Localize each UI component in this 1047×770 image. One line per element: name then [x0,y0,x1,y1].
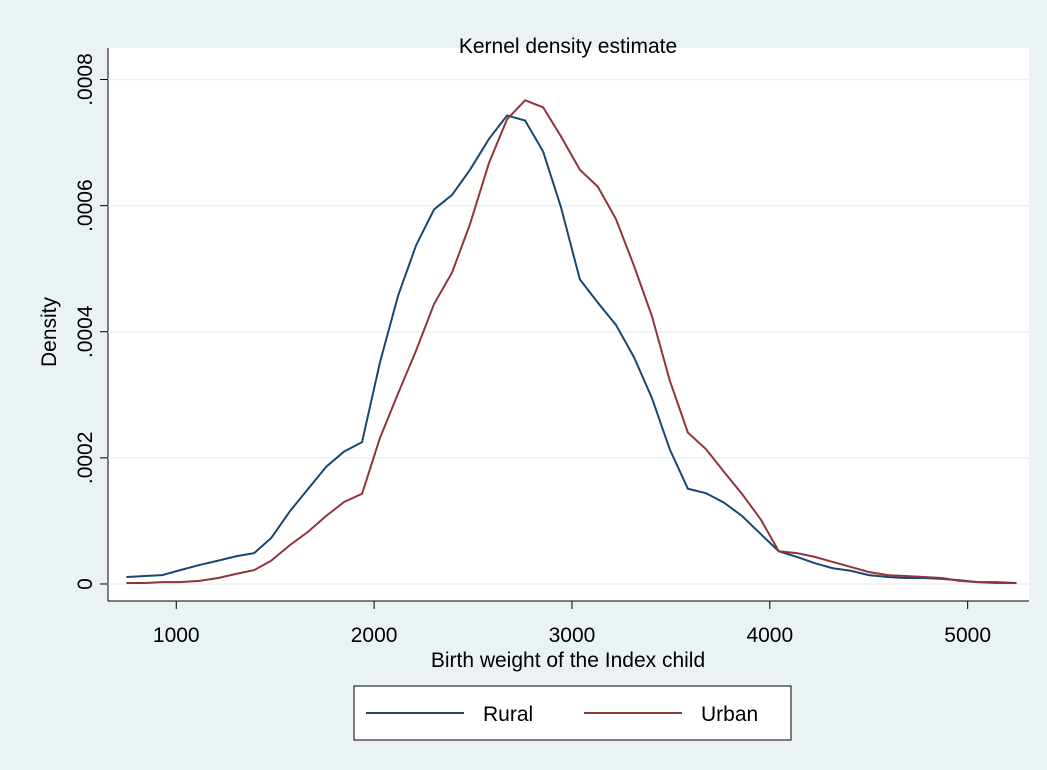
y-tick-label: .0006 [74,179,97,232]
y-tick-label: .0002 [74,432,97,485]
x-tick-label: 1000 [153,624,200,647]
x-tick-label: 4000 [746,624,793,647]
y-tick-label: .0008 [74,53,97,106]
y-tick-label: 0 [74,578,97,590]
legend-label: Urban [701,703,758,726]
plot-area [108,48,1029,601]
line [126,114,1017,584]
x-tick-label: 5000 [944,624,991,647]
line [126,99,1017,584]
x-axis-label: Birth weight of the Index child [431,649,705,672]
y-axis-label: Density [38,296,61,367]
y-tick-label: .0004 [74,305,97,358]
legend-label: Rural [483,703,533,726]
chart-title: Kernel density estimate [459,35,677,58]
x-tick-label: 2000 [351,624,398,647]
x-tick-label: 3000 [549,624,596,647]
